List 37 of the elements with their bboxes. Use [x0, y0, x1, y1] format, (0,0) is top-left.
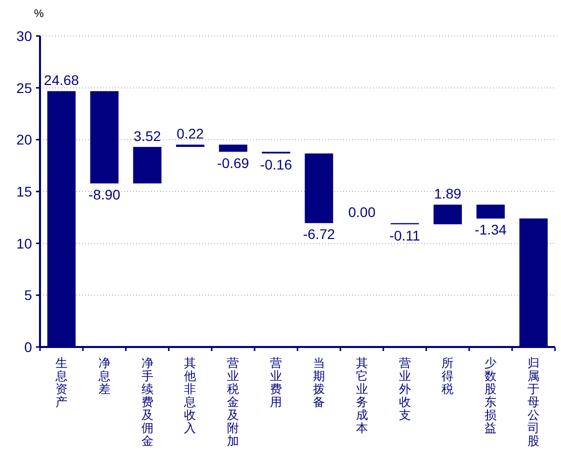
bar [434, 204, 462, 224]
bar [476, 204, 505, 219]
data-label: -0.69 [217, 154, 250, 171]
y-axis-title: % [34, 8, 44, 20]
bar [90, 91, 119, 184]
data-label: -6.72 [302, 226, 336, 242]
x-tick-label: 其它业务成本 [356, 356, 368, 435]
bar [133, 146, 162, 184]
x-tick-label: 营业税金及附加 [227, 356, 240, 448]
y-tick-label: 5 [24, 287, 32, 304]
data-label: -8.90 [88, 186, 121, 202]
x-tick-label: 其他非息收入 [183, 356, 196, 435]
y-tick-label: 25 [16, 80, 32, 96]
x-tick-label: 净手续费及佣金 [141, 356, 154, 448]
data-label: 24.68 [44, 72, 80, 88]
y-tick-label: 20 [16, 132, 32, 148]
x-tick-label: 归属于母公司股 [528, 356, 540, 448]
x-tick-label: 少数股东损益 [484, 356, 497, 435]
x-tick-label: 营业费用 [270, 356, 282, 409]
x-tick-label: 净息差 [97, 356, 110, 396]
x-tick-label: 生息资产 [54, 356, 68, 409]
data-label: 0.22 [176, 126, 204, 142]
y-tick-label: 0 [24, 339, 32, 355]
y-tick-label: 10 [16, 235, 32, 252]
data-label: -0.11 [389, 227, 420, 244]
data-label: 3.52 [134, 128, 162, 144]
x-tick-label: 所得税 [442, 356, 454, 396]
data-label: -1.34 [474, 222, 507, 238]
y-tick-label: 15 [16, 184, 32, 200]
bar [218, 144, 248, 152]
data-label: 1.89 [434, 186, 462, 202]
data-label: -0.16 [260, 156, 292, 172]
data-label: 0.00 [348, 204, 376, 220]
x-tick-label: 营业外收支 [398, 356, 411, 422]
y-tick-label: 30 [16, 28, 32, 44]
bar [304, 153, 334, 224]
x-tick-label: 当期拨备 [312, 356, 325, 409]
